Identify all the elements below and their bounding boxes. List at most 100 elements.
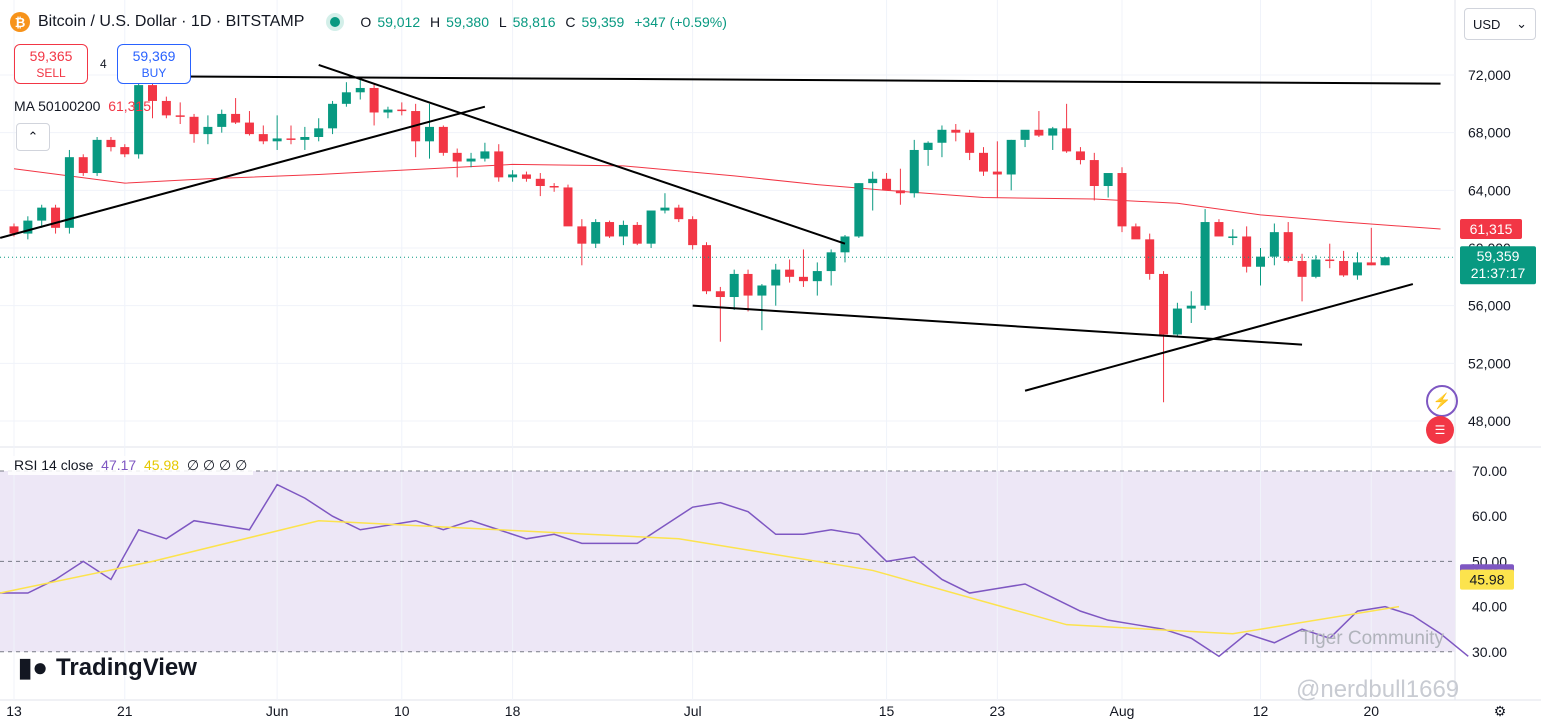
settings-icon: ⚙ [1494, 703, 1507, 719]
candle-body [480, 151, 490, 159]
time-tick-label: 18 [505, 703, 521, 719]
candle-body [286, 138, 296, 140]
candle-body [951, 129, 961, 133]
price-tick-label: 52,000 [1468, 355, 1511, 371]
candle-body [618, 224, 628, 237]
candle-body [1214, 222, 1224, 237]
candle-body [148, 85, 157, 101]
candle-body [37, 207, 47, 221]
candle-body [9, 226, 19, 234]
candle-body [134, 85, 144, 155]
candle-body [605, 222, 615, 237]
buy-button[interactable]: 59,369 BUY [117, 44, 191, 84]
candle-body [1006, 139, 1016, 175]
candle-body [314, 128, 324, 137]
chart-header: ₿ Bitcoin / U.S. Dollar · 1D · BITSTAMP … [10, 12, 733, 32]
candle-body [175, 115, 185, 117]
candle-body [231, 113, 241, 123]
candle-body [757, 285, 767, 296]
symbol-title[interactable]: Bitcoin / U.S. Dollar · 1D · BITSTAMP [38, 13, 305, 30]
ma-legend[interactable]: MA 50100200 61,315 [14, 98, 152, 114]
time-tick-label: 21 [117, 703, 133, 719]
sell-button[interactable]: 59,365 SELL [14, 44, 88, 84]
candle-body [1228, 236, 1238, 238]
candle-body [51, 207, 61, 228]
rsi-line [0, 483, 1469, 658]
candle-body [923, 142, 933, 150]
candle-body [729, 273, 739, 298]
candle-body [189, 116, 199, 135]
rsi-tick-label: 30.00 [1472, 644, 1507, 660]
change-value: +347 (+0.59%) [634, 14, 727, 30]
trendline [180, 75, 1441, 85]
price-label-box [1460, 219, 1522, 240]
candle-body [632, 224, 642, 244]
candle-body [1186, 305, 1196, 309]
trendline [1024, 283, 1414, 392]
candle-body [300, 136, 310, 140]
candle-body [106, 139, 116, 148]
candle-body [826, 252, 836, 272]
trendline [0, 105, 486, 239]
price-tick-label: 72,000 [1468, 67, 1511, 83]
candle-body [92, 139, 102, 174]
candle-body [660, 207, 670, 211]
price-tick-label: 64,000 [1468, 182, 1511, 198]
lightning-icon[interactable]: ⚡ [1426, 385, 1458, 417]
candle-body [937, 129, 947, 143]
candle-body [895, 190, 905, 194]
candle-body [591, 222, 601, 244]
candle-body [120, 147, 130, 155]
candle-body [369, 87, 379, 113]
rsi-label-box [1460, 569, 1514, 590]
time-tick-label: Aug [1110, 703, 1135, 719]
candle-body [1366, 262, 1376, 266]
candle-body [1034, 129, 1044, 136]
trendline [318, 63, 846, 245]
candle-body [383, 109, 393, 113]
candle-body [1352, 262, 1362, 276]
price-pane [0, 0, 1455, 447]
candle-body [674, 207, 684, 220]
countdown-label: 21:37:17 [1471, 265, 1526, 281]
candle-body [979, 152, 988, 172]
rsi-legend[interactable]: RSI 14 close 47.17 45.98 ∅ ∅ ∅ ∅ [8, 456, 254, 475]
candle-body [1075, 151, 1085, 161]
candle-body [64, 157, 74, 228]
candle-body [1117, 173, 1127, 227]
candle-body [272, 138, 282, 142]
candle-body [1297, 260, 1307, 277]
candle-body [1089, 160, 1099, 187]
ma-price-label: 61,315 [1470, 221, 1513, 237]
candle-body [23, 220, 33, 234]
candle-body [1103, 173, 1113, 187]
candle-body [688, 219, 698, 246]
candle-body [715, 291, 725, 298]
watermark: Tiger Community [1300, 628, 1444, 649]
candle-body [798, 276, 808, 282]
time-tick-label: 13 [6, 703, 22, 719]
candle-body [78, 157, 88, 174]
candle-body [161, 100, 171, 116]
candle-body [785, 269, 795, 277]
candle-body [1159, 273, 1169, 335]
candle-body [355, 87, 365, 93]
candle-body [1131, 226, 1141, 240]
candle-body [521, 174, 531, 179]
candle-body [1325, 259, 1335, 262]
tradingview-icon: ▮● [18, 652, 49, 682]
market-status-icon [330, 17, 341, 27]
us-flag-icon[interactable]: ☰ [1426, 416, 1454, 444]
candle-body [203, 126, 213, 135]
candle-body [328, 103, 338, 129]
rsi-ma-line [0, 519, 1400, 635]
chevron-up-icon[interactable]: ⌃ [16, 123, 50, 151]
time-tick-label: Jun [266, 703, 289, 719]
currency-select[interactable]: USD ⌄ [1464, 8, 1536, 40]
time-tick-label: 20 [1364, 703, 1380, 719]
tradingview-logo[interactable]: ▮● TradingView [18, 652, 197, 682]
candle-body [244, 122, 254, 135]
candle-body [425, 126, 434, 142]
candle-body [1242, 236, 1252, 267]
